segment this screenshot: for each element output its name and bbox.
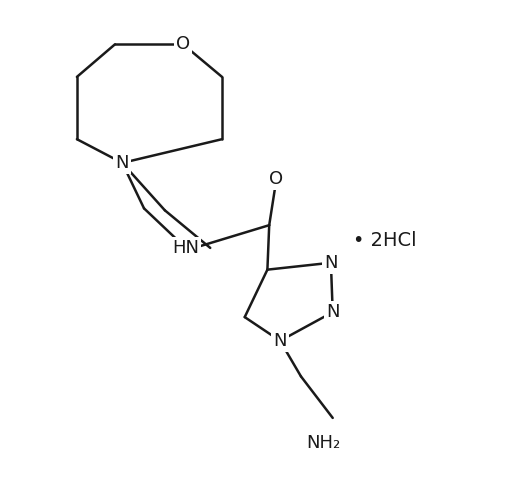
Text: NH₂: NH₂ bbox=[306, 433, 341, 452]
Text: • 2HCl: • 2HCl bbox=[353, 230, 417, 250]
Text: N: N bbox=[116, 154, 129, 172]
Text: N: N bbox=[274, 332, 287, 350]
Text: O: O bbox=[269, 170, 283, 188]
Text: N: N bbox=[326, 303, 339, 321]
Text: HN: HN bbox=[172, 239, 199, 257]
Text: N: N bbox=[324, 254, 338, 272]
Text: O: O bbox=[176, 36, 190, 53]
